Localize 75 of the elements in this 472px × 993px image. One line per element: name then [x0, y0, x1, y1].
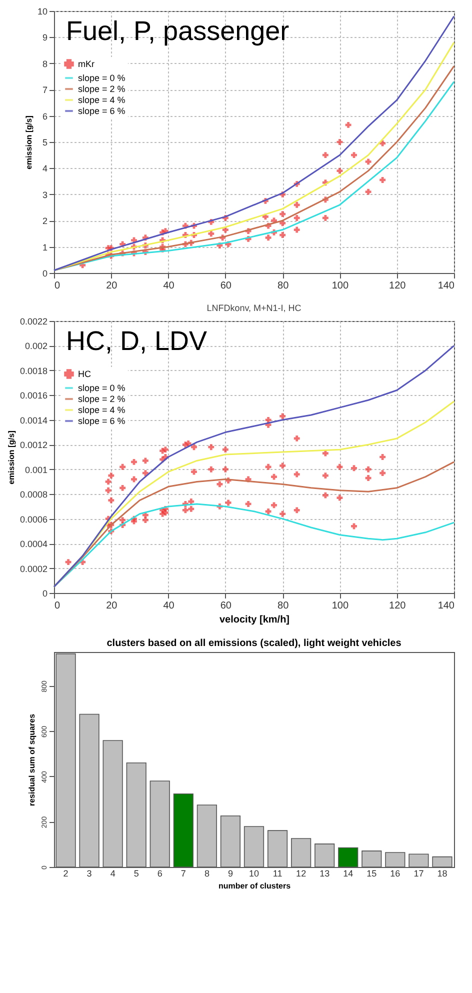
x-tick-label: 20 — [106, 600, 118, 612]
x-tick-label: 120 — [389, 280, 406, 292]
y-tick-label: 0.0012 — [20, 440, 48, 450]
y-tick-label: 1 — [42, 242, 48, 252]
annotation: HC, D, LDV — [66, 326, 208, 356]
y-tick-label: 0 — [42, 268, 48, 278]
x-tick-label: 6 — [157, 868, 162, 878]
y-tick-label: 10 — [37, 6, 48, 16]
y-tick-label: 0.0002 — [20, 564, 48, 574]
x-tick-label: 8 — [204, 868, 210, 878]
x-tick-label: 100 — [332, 600, 349, 612]
x-tick-label: 80 — [278, 600, 290, 612]
x-tick-label: 20 — [106, 280, 118, 292]
x-tick-label: 40 — [163, 600, 175, 612]
x-tick-label: 60 — [220, 280, 232, 292]
chart-title: LNFDkonv, M+N1-I, HC — [206, 303, 302, 313]
x-tick-label: 13 — [320, 868, 330, 878]
x-tick-label: 16 — [390, 868, 400, 878]
x-tick-label: 100 — [332, 280, 349, 292]
x-tick-label: 12 — [296, 868, 306, 878]
x-tick-label: 7 — [180, 868, 186, 878]
y-tick-label: 4 — [42, 164, 48, 174]
y-tick-label: 8 — [42, 58, 48, 69]
x-tick-label: 11 — [272, 868, 282, 878]
x-tick-label: 2 — [63, 868, 68, 878]
x-tick-label: 60 — [220, 600, 232, 612]
y-tick-label: 0.0004 — [20, 539, 48, 550]
x-tick-label: 18 — [437, 868, 448, 878]
y-axis-title: emission [g/s] — [24, 115, 34, 170]
x-tick-label: 140 — [438, 280, 455, 292]
legend-label: HC — [78, 369, 92, 379]
y-tick-label: 0.0006 — [20, 514, 48, 524]
x-tick-label: 140 — [438, 600, 455, 612]
y-axis-title: residual sum of squares — [28, 713, 36, 806]
y-tick-label: 0 — [42, 588, 48, 598]
y-tick-label: 0.0016 — [20, 390, 48, 401]
y-tick-label: 0.0014 — [20, 415, 48, 426]
legend-label: slope = 6 % — [78, 416, 126, 426]
x-tick-label: 17 — [414, 868, 424, 878]
legend-label: slope = 4 % — [78, 95, 126, 105]
x-tick-label: 40 — [163, 280, 175, 292]
y-tick-label: 0.0008 — [20, 490, 48, 500]
x-tick-label: 80 — [278, 280, 290, 292]
legend-label: slope = 6 % — [78, 106, 126, 116]
x-axis-title: velocity [km/h] — [219, 614, 290, 626]
y-tick-label: 7 — [42, 85, 48, 96]
chart-title: clusters based on all emissions (scaled), light weight vehicles — [106, 638, 402, 649]
y-axis-title: emission [g/s] — [6, 430, 16, 484]
y-tick-label: 2 — [42, 216, 48, 226]
x-tick-label: 0 — [54, 600, 60, 612]
y-tick-label: 0.001 — [24, 464, 48, 475]
y-tick-label: 6 — [42, 111, 48, 122]
y-tick-label: 0.002 — [24, 341, 48, 352]
annotation: Fuel, P, passenger — [66, 16, 290, 46]
x-axis-title: number of clusters — [218, 882, 292, 890]
legend-label: slope = 0 % — [78, 73, 126, 83]
legend-label: slope = 2 % — [78, 84, 126, 94]
x-tick-label: 10 — [248, 868, 260, 878]
x-tick-label: 9 — [228, 868, 233, 878]
y-tick-label: 5 — [42, 138, 48, 148]
y-tick-label: 0.0022 — [20, 316, 48, 326]
y-tick-label: 0.0018 — [20, 366, 48, 376]
legend-label: slope = 2 % — [78, 394, 126, 404]
x-tick-label: 15 — [366, 868, 377, 878]
x-tick-label: 4 — [110, 868, 116, 878]
x-tick-label: 3 — [86, 868, 92, 878]
legend-label: mKr — [78, 59, 94, 69]
x-tick-label: 14 — [343, 868, 354, 878]
x-tick-label: 120 — [389, 600, 406, 612]
x-tick-label: 0 — [54, 280, 60, 292]
legend-label: slope = 0 % — [78, 383, 126, 393]
y-tick-label: 3 — [42, 190, 48, 200]
legend-label: slope = 4 % — [78, 405, 126, 415]
y-tick-label: 9 — [42, 32, 48, 43]
x-tick-label: 5 — [134, 868, 139, 878]
